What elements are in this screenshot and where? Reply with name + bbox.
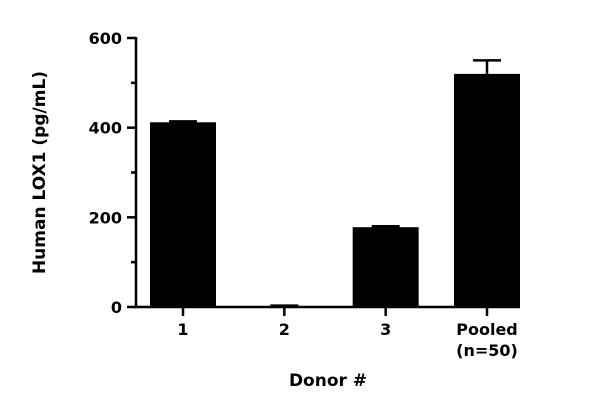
x-tick-label: 1 <box>177 320 188 339</box>
error-bar-4 <box>473 60 501 73</box>
y-tick-label: 600 <box>89 29 122 48</box>
y-tick-label: 200 <box>89 208 122 227</box>
bar-1 <box>150 122 216 307</box>
error-bar-1 <box>169 121 197 122</box>
x-tick-label: 2 <box>279 320 290 339</box>
x-tick-label: Pooled(n=50) <box>456 320 518 360</box>
bar-4 <box>454 74 520 307</box>
x-tick-label: 3 <box>380 320 391 339</box>
y-tick-label: 400 <box>89 119 122 138</box>
x-axis: 1 2 3 Pooled(n=50) <box>135 307 520 360</box>
bar-3 <box>353 227 419 307</box>
error-bars-group <box>169 60 501 306</box>
x-axis-title: Donor # <box>289 371 367 391</box>
error-bar-3 <box>372 226 400 227</box>
y-tick-label: 0 <box>111 298 122 317</box>
y-axis: 0 200 400 600 <box>89 29 136 317</box>
bars-group <box>150 74 520 307</box>
y-axis-title: Human LOX1 (pg/mL) <box>30 71 50 274</box>
